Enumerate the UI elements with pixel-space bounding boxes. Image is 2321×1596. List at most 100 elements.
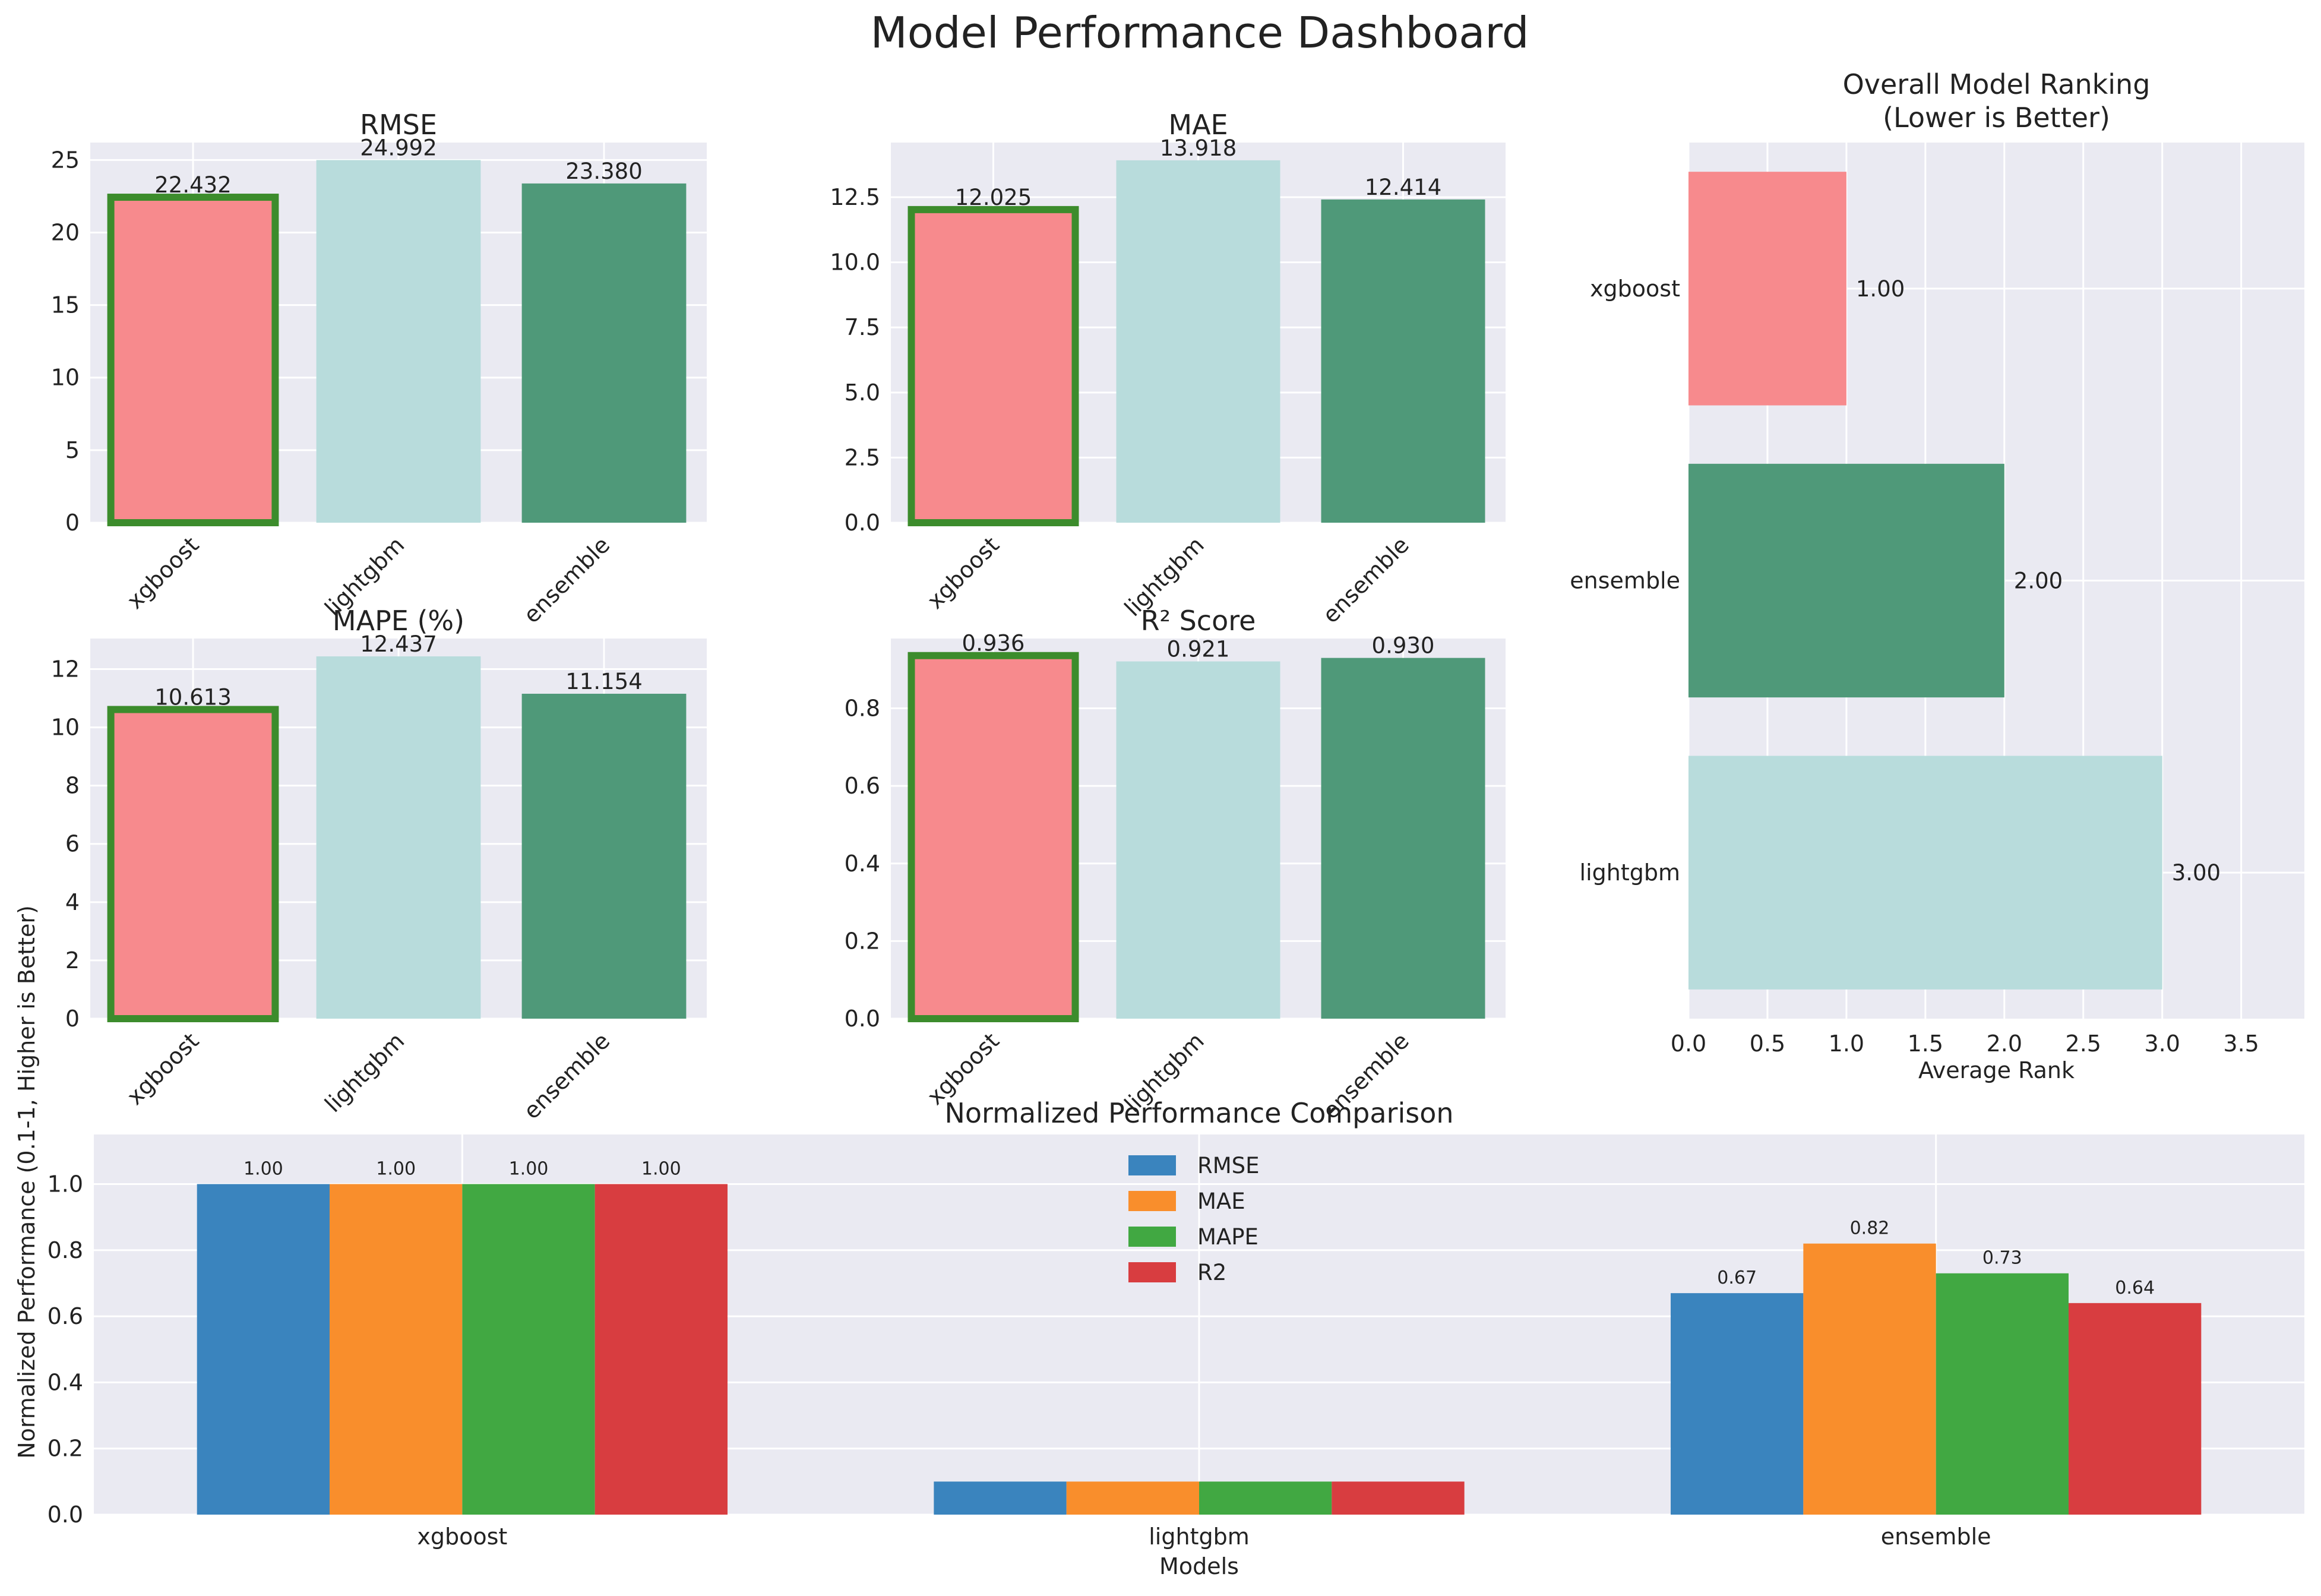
- bar-rmse-xgboost: [197, 1184, 330, 1515]
- y-tick-label: 0.4: [845, 851, 880, 877]
- y-tick-label: 0.0: [845, 510, 880, 536]
- y-tick-label: 0.6: [845, 773, 880, 799]
- bar-r2-lightgbm: [1332, 1481, 1465, 1515]
- subplot-ranking: 0.0 0.5 1.0 1.5 2.0 2.5 3.0 3.5 1.00 xgboost 2.00 e…: [1570, 68, 2304, 1083]
- y-tick-label: 1.0: [48, 1171, 83, 1197]
- legend-swatch-r2: [1128, 1262, 1176, 1282]
- bar-mae-ensemble: [1803, 1243, 1936, 1515]
- bar-value-label: 12.025: [955, 185, 1032, 210]
- bar-lightgbm: [316, 656, 481, 1019]
- bar-value-label: 13.918: [1160, 135, 1237, 161]
- y-tick-label: 8: [65, 773, 80, 799]
- bar-lightgbm: [1116, 160, 1280, 523]
- x-tick-label: 0.5: [1750, 1031, 1785, 1057]
- bar-value-label: 10.613: [154, 685, 231, 710]
- bar-value-label: 1.00: [1856, 276, 1905, 302]
- subplot-2: 0 2 4 6 8 10 12 MAPE (%) 10.613 xgboost 12.437 ligh…: [51, 605, 707, 1124]
- y-tick-label: 12.5: [830, 184, 880, 210]
- x-tick-label: lightgbm: [320, 1028, 409, 1117]
- bar-value-label: 12.414: [1365, 175, 1441, 200]
- y-tick-label: 7.5: [845, 314, 880, 340]
- rank-bar-ensemble: [1688, 463, 2004, 698]
- y-tick-label: 2: [65, 947, 80, 974]
- bar-rmse-ensemble: [1671, 1293, 1804, 1515]
- bar-value-label: 11.154: [565, 669, 642, 694]
- x-tick-label: 0.0: [1671, 1031, 1706, 1057]
- bar-value-label: 0.64: [2115, 1278, 2155, 1298]
- bar-mape-ensemble: [1936, 1273, 2069, 1515]
- legend-swatch-mape: [1128, 1227, 1176, 1247]
- y-tick-label: 10: [51, 365, 80, 391]
- bar-value-label: 1.00: [641, 1158, 681, 1179]
- subplot-title: R² Score: [1141, 605, 1256, 637]
- x-tick-label: 2.0: [1987, 1031, 2022, 1057]
- x-tick-label: xgboost: [122, 1028, 204, 1110]
- legend-label: MAE: [1197, 1189, 1245, 1214]
- y-tick-label: 0.0: [845, 1006, 880, 1032]
- bar-value-label: 0.921: [1167, 637, 1230, 662]
- x-tick-label: ensemble: [1881, 1524, 1991, 1550]
- bar-lightgbm: [316, 160, 481, 523]
- bar-value-label: 0.82: [1850, 1218, 1890, 1239]
- y-axis-label: Normalized Performance (0.1-1, Higher is…: [14, 905, 40, 1459]
- bar-xgboost: [107, 706, 279, 1023]
- bar-xgboost: [907, 652, 1079, 1023]
- legend-label: RMSE: [1197, 1153, 1260, 1178]
- x-tick-label: xgboost: [922, 532, 1004, 614]
- y-tick-label: lightgbm: [1580, 859, 1680, 886]
- bar-mae-xgboost: [330, 1184, 463, 1515]
- bar-value-label: 0.73: [1982, 1248, 2022, 1269]
- bar-mape-lightgbm: [1199, 1481, 1332, 1515]
- rank-bar-xgboost: [1688, 172, 1846, 406]
- y-tick-label: 0.4: [48, 1369, 83, 1395]
- bar-ensemble: [1321, 199, 1485, 523]
- y-tick-label: 0.6: [48, 1303, 83, 1329]
- x-axis-label: Models: [1159, 1553, 1239, 1579]
- subplot-title: MAPE (%): [333, 605, 464, 637]
- subplot-normalized: 0.0 0.2 0.4 0.6 0.8 1.0 xgboost 1.00 1.00 1.00 1.0…: [14, 905, 2304, 1579]
- bar-value-label: 3.00: [2172, 860, 2221, 886]
- y-tick-label: 0.8: [48, 1237, 83, 1263]
- x-tick-label: lightgbm: [1149, 1524, 1249, 1550]
- bar-value-label: 12.437: [360, 631, 437, 657]
- subplot-title: Normalized Performance Comparison: [944, 1097, 1453, 1129]
- bar-value-label: 0.930: [1372, 633, 1435, 659]
- x-tick-label: 3.0: [2144, 1031, 2180, 1057]
- subplot-title: Overall Model Ranking: [1843, 68, 2151, 100]
- y-tick-label: 15: [51, 292, 80, 318]
- bar-value-label: 1.00: [244, 1158, 283, 1179]
- y-tick-label: xgboost: [1590, 276, 1680, 302]
- y-tick-label: 0: [65, 510, 80, 536]
- x-axis-label: Average Rank: [1918, 1057, 2075, 1083]
- y-tick-label: 10.0: [830, 249, 880, 276]
- charts-layer: 0510152025RMSE22.432xgboost24.992lightgb…: [14, 68, 2304, 1579]
- y-tick-label: 6: [65, 831, 80, 857]
- bar-value-label: 0.936: [962, 631, 1025, 656]
- bar-mae-lightgbm: [1066, 1481, 1199, 1515]
- y-tick-label: 5.0: [845, 380, 880, 406]
- subplot-1: 0.0 2.5 5.0 7.5 10.0 12.5 MAE 12.025 xgboost 13.9…: [830, 109, 1506, 628]
- x-tick-label: ensemble: [518, 532, 615, 628]
- y-tick-label: 0.2: [845, 928, 880, 954]
- y-tick-label: 2.5: [845, 444, 880, 470]
- y-tick-label: 4: [65, 889, 80, 915]
- bar-value-label: 1.00: [376, 1158, 416, 1179]
- bar-lightgbm: [1116, 661, 1280, 1019]
- rank-bar-lightgbm: [1688, 756, 2162, 990]
- bar-ensemble: [521, 183, 687, 523]
- y-tick-label: 0.2: [48, 1436, 83, 1462]
- bar-xgboost: [907, 206, 1079, 526]
- y-tick-label: 20: [51, 219, 80, 245]
- legend-label: R2: [1197, 1260, 1226, 1285]
- subplot-title: RMSE: [360, 109, 437, 141]
- legend-swatch-rmse: [1128, 1155, 1176, 1175]
- y-tick-label: 10: [51, 715, 80, 741]
- bar-r2-xgboost: [595, 1184, 728, 1515]
- bar-rmse-lightgbm: [934, 1481, 1067, 1515]
- bar-xgboost: [107, 194, 279, 527]
- bar-value-label: 1.00: [509, 1158, 549, 1179]
- y-tick-label: 0: [65, 1006, 80, 1032]
- bar-ensemble: [521, 693, 687, 1019]
- subplot-title: MAE: [1168, 109, 1228, 141]
